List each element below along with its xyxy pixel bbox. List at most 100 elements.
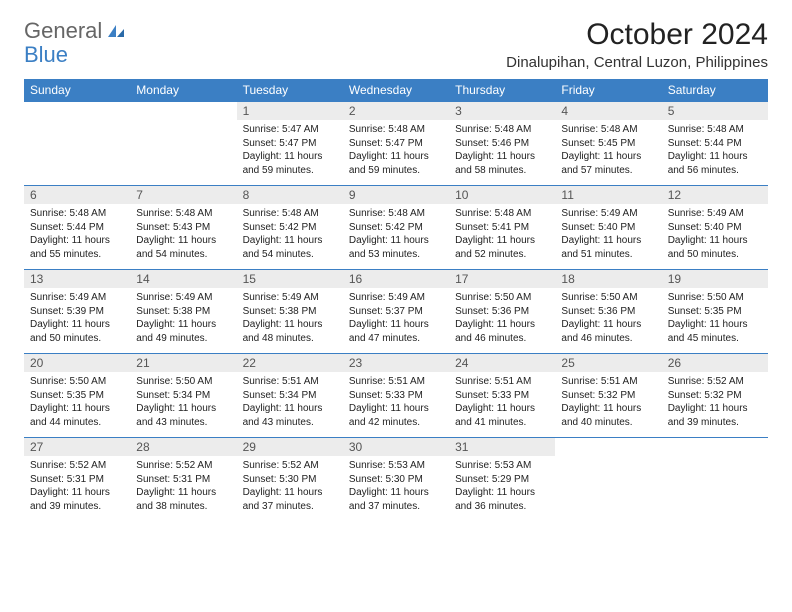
logo-sail-icon [106, 23, 126, 39]
day-detail-cell [24, 120, 130, 186]
sunrise-line: Sunrise: 5:51 AM [349, 375, 443, 389]
sunset-line: Sunset: 5:30 PM [349, 473, 443, 487]
day-detail-cell: Sunrise: 5:52 AMSunset: 5:32 PMDaylight:… [662, 372, 768, 438]
daylight-line: Daylight: 11 hours and 43 minutes. [243, 402, 337, 429]
daylight-line: Daylight: 11 hours and 57 minutes. [561, 150, 655, 177]
day-number-cell: 3 [449, 102, 555, 121]
day-detail-cell: Sunrise: 5:50 AMSunset: 5:35 PMDaylight:… [662, 288, 768, 354]
day-detail-cell: Sunrise: 5:49 AMSunset: 5:38 PMDaylight:… [237, 288, 343, 354]
title-block: October 2024 Dinalupihan, Central Luzon,… [506, 18, 768, 71]
sunrise-line: Sunrise: 5:52 AM [668, 375, 762, 389]
location-subtitle: Dinalupihan, Central Luzon, Philippines [506, 54, 768, 71]
day-detail-cell: Sunrise: 5:48 AMSunset: 5:46 PMDaylight:… [449, 120, 555, 186]
day-number-cell: 2 [343, 102, 449, 121]
weekday-header: Friday [555, 79, 661, 102]
sunrise-line: Sunrise: 5:48 AM [243, 207, 337, 221]
day-detail-row: Sunrise: 5:47 AMSunset: 5:47 PMDaylight:… [24, 120, 768, 186]
daylight-line: Daylight: 11 hours and 41 minutes. [455, 402, 549, 429]
weekday-header: Thursday [449, 79, 555, 102]
sunset-line: Sunset: 5:44 PM [30, 221, 124, 235]
day-number-cell: 8 [237, 186, 343, 205]
day-number-cell: 12 [662, 186, 768, 205]
day-number-cell: 1 [237, 102, 343, 121]
sunset-line: Sunset: 5:35 PM [668, 305, 762, 319]
sunrise-line: Sunrise: 5:49 AM [668, 207, 762, 221]
day-detail-cell: Sunrise: 5:49 AMSunset: 5:37 PMDaylight:… [343, 288, 449, 354]
sunrise-line: Sunrise: 5:48 AM [561, 123, 655, 137]
day-detail-cell: Sunrise: 5:51 AMSunset: 5:34 PMDaylight:… [237, 372, 343, 438]
day-number-cell: 15 [237, 270, 343, 289]
day-number-cell [24, 102, 130, 121]
day-number-cell: 7 [130, 186, 236, 205]
daylight-line: Daylight: 11 hours and 37 minutes. [243, 486, 337, 513]
sunset-line: Sunset: 5:38 PM [136, 305, 230, 319]
sunset-line: Sunset: 5:29 PM [455, 473, 549, 487]
day-detail-cell: Sunrise: 5:50 AMSunset: 5:36 PMDaylight:… [555, 288, 661, 354]
day-number-cell: 18 [555, 270, 661, 289]
day-number-cell: 27 [24, 438, 130, 457]
month-title: October 2024 [506, 18, 768, 52]
day-detail-row: Sunrise: 5:49 AMSunset: 5:39 PMDaylight:… [24, 288, 768, 354]
day-number-cell: 24 [449, 354, 555, 373]
sunrise-line: Sunrise: 5:52 AM [30, 459, 124, 473]
daylight-line: Daylight: 11 hours and 56 minutes. [668, 150, 762, 177]
day-number-cell [555, 438, 661, 457]
sunrise-line: Sunrise: 5:53 AM [349, 459, 443, 473]
daylight-line: Daylight: 11 hours and 50 minutes. [668, 234, 762, 261]
day-number-cell: 23 [343, 354, 449, 373]
day-detail-cell: Sunrise: 5:51 AMSunset: 5:32 PMDaylight:… [555, 372, 661, 438]
daylight-line: Daylight: 11 hours and 53 minutes. [349, 234, 443, 261]
sunset-line: Sunset: 5:31 PM [136, 473, 230, 487]
sunset-line: Sunset: 5:42 PM [349, 221, 443, 235]
day-detail-cell: Sunrise: 5:48 AMSunset: 5:45 PMDaylight:… [555, 120, 661, 186]
day-number-cell: 14 [130, 270, 236, 289]
day-number-cell: 20 [24, 354, 130, 373]
day-number-cell: 31 [449, 438, 555, 457]
weekday-header-row: Sunday Monday Tuesday Wednesday Thursday… [24, 79, 768, 102]
sunrise-line: Sunrise: 5:53 AM [455, 459, 549, 473]
sunrise-line: Sunrise: 5:48 AM [349, 207, 443, 221]
sunset-line: Sunset: 5:32 PM [668, 389, 762, 403]
sunrise-line: Sunrise: 5:49 AM [243, 291, 337, 305]
daylight-line: Daylight: 11 hours and 39 minutes. [668, 402, 762, 429]
sunset-line: Sunset: 5:35 PM [30, 389, 124, 403]
daylight-line: Daylight: 11 hours and 51 minutes. [561, 234, 655, 261]
daylight-line: Daylight: 11 hours and 59 minutes. [243, 150, 337, 177]
logo-word-1: General [24, 18, 102, 44]
day-number-row: 13141516171819 [24, 270, 768, 289]
sunset-line: Sunset: 5:33 PM [455, 389, 549, 403]
sunrise-line: Sunrise: 5:52 AM [243, 459, 337, 473]
header: General October 2024 Dinalupihan, Centra… [24, 18, 768, 71]
day-number-cell: 21 [130, 354, 236, 373]
daylight-line: Daylight: 11 hours and 48 minutes. [243, 318, 337, 345]
daylight-line: Daylight: 11 hours and 45 minutes. [668, 318, 762, 345]
sunrise-line: Sunrise: 5:48 AM [668, 123, 762, 137]
daylight-line: Daylight: 11 hours and 36 minutes. [455, 486, 549, 513]
day-number-row: 20212223242526 [24, 354, 768, 373]
weekday-header: Tuesday [237, 79, 343, 102]
sunrise-line: Sunrise: 5:48 AM [30, 207, 124, 221]
daylight-line: Daylight: 11 hours and 44 minutes. [30, 402, 124, 429]
day-detail-cell: Sunrise: 5:52 AMSunset: 5:30 PMDaylight:… [237, 456, 343, 521]
daylight-line: Daylight: 11 hours and 42 minutes. [349, 402, 443, 429]
sunset-line: Sunset: 5:46 PM [455, 137, 549, 151]
weekday-header: Saturday [662, 79, 768, 102]
day-detail-cell: Sunrise: 5:49 AMSunset: 5:40 PMDaylight:… [555, 204, 661, 270]
daylight-line: Daylight: 11 hours and 59 minutes. [349, 150, 443, 177]
day-detail-cell: Sunrise: 5:49 AMSunset: 5:40 PMDaylight:… [662, 204, 768, 270]
day-detail-cell: Sunrise: 5:48 AMSunset: 5:43 PMDaylight:… [130, 204, 236, 270]
day-detail-cell: Sunrise: 5:49 AMSunset: 5:38 PMDaylight:… [130, 288, 236, 354]
daylight-line: Daylight: 11 hours and 37 minutes. [349, 486, 443, 513]
sunset-line: Sunset: 5:34 PM [136, 389, 230, 403]
sunrise-line: Sunrise: 5:51 AM [243, 375, 337, 389]
day-number-cell: 5 [662, 102, 768, 121]
sunrise-line: Sunrise: 5:49 AM [349, 291, 443, 305]
daylight-line: Daylight: 11 hours and 38 minutes. [136, 486, 230, 513]
day-number-cell: 9 [343, 186, 449, 205]
day-number-cell: 4 [555, 102, 661, 121]
sunrise-line: Sunrise: 5:50 AM [455, 291, 549, 305]
sunrise-line: Sunrise: 5:48 AM [455, 207, 549, 221]
sunset-line: Sunset: 5:47 PM [349, 137, 443, 151]
logo: General [24, 18, 128, 44]
sunset-line: Sunset: 5:36 PM [455, 305, 549, 319]
